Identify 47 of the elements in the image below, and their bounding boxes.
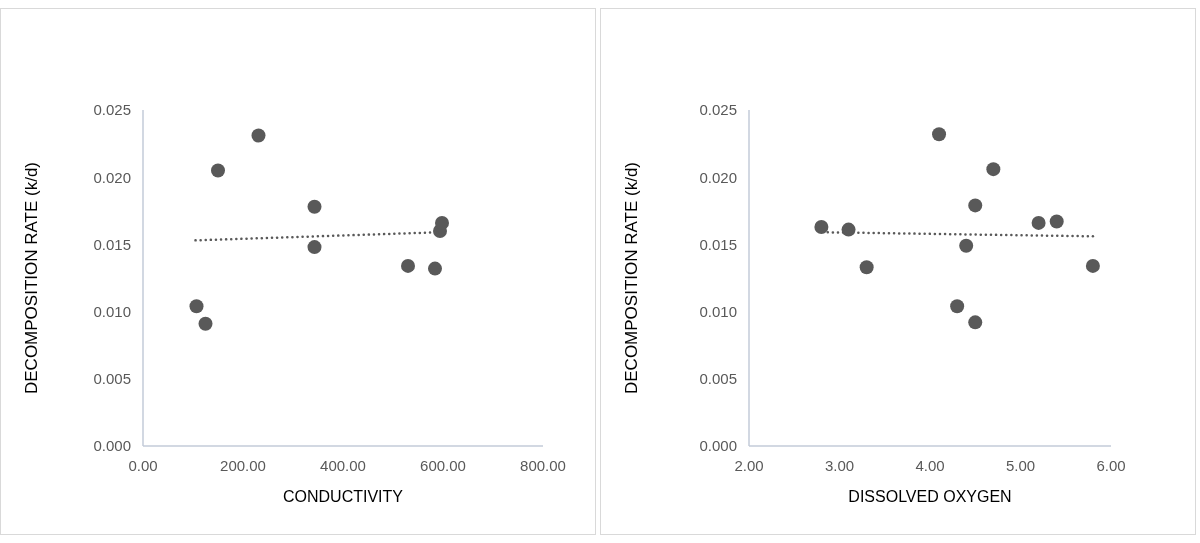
point xyxy=(251,128,266,143)
y-axis-title: DECOMPOSITION RATE (k/d) xyxy=(22,161,42,395)
point xyxy=(211,163,225,178)
y-tick-label: 0.005 xyxy=(93,370,131,388)
point xyxy=(932,127,947,142)
x-axis-title: CONDUCTIVITY xyxy=(283,488,404,505)
x-tick-label: 3.00 xyxy=(824,456,855,474)
y-tick-label: 0.020 xyxy=(699,168,737,186)
y-tick-label: 0.000 xyxy=(93,437,131,455)
point xyxy=(189,299,204,314)
y-tick-label: 0.020 xyxy=(93,168,131,186)
x-tick-label: 400.00 xyxy=(320,456,366,474)
x-tick-label: 200.00 xyxy=(220,456,266,474)
point xyxy=(950,299,965,314)
x-tick-label: 4.00 xyxy=(915,456,945,474)
point xyxy=(307,240,322,255)
x-tick-label: 800.00 xyxy=(520,456,566,474)
x-tick-label: 5.00 xyxy=(1005,456,1036,474)
point xyxy=(198,316,213,331)
x-tick-label: 6.00 xyxy=(1096,456,1126,474)
y-tick-label: 0.000 xyxy=(699,437,737,455)
x-tick-label: 0.00 xyxy=(128,456,158,474)
point xyxy=(968,198,983,213)
point xyxy=(428,261,442,276)
point xyxy=(435,215,449,230)
point xyxy=(968,315,983,330)
point xyxy=(959,238,974,253)
x-axis-title: DISSOLVED OXYGEN xyxy=(848,488,1012,505)
y-axis-title: DECOMPOSITION RATE (k/d) xyxy=(622,161,642,395)
point xyxy=(1049,214,1064,229)
y-tick-label: 0.010 xyxy=(699,302,737,320)
y-tick-label: 0.025 xyxy=(699,101,737,119)
point xyxy=(1085,258,1100,273)
x-tick-label: 2.00 xyxy=(734,456,764,474)
y-tick-label: 0.025 xyxy=(93,101,131,119)
y-tick-label: 0.010 xyxy=(93,302,131,320)
x-tick-label: 600.00 xyxy=(420,456,466,474)
y-tick-label: 0.015 xyxy=(699,235,737,253)
y-tick-label: 0.005 xyxy=(699,370,737,388)
point xyxy=(859,260,874,275)
point xyxy=(401,258,415,273)
point xyxy=(1031,215,1046,230)
point xyxy=(307,199,322,214)
point xyxy=(986,162,1001,177)
y-tick-label: 0.015 xyxy=(93,235,131,253)
point xyxy=(814,219,829,234)
point xyxy=(841,222,856,237)
